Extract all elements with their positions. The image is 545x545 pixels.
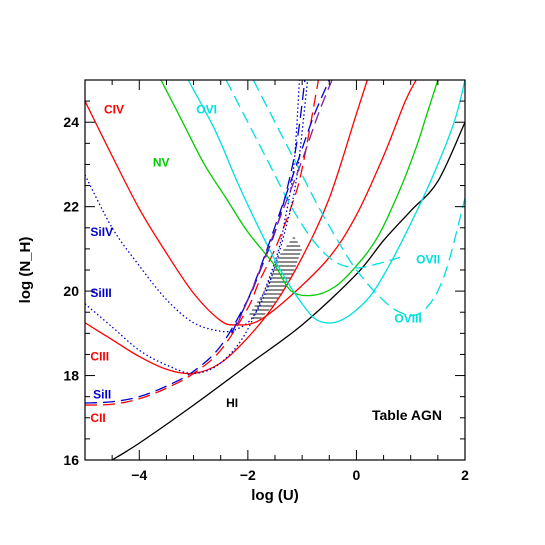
- series-label-siiv: SiIV: [90, 225, 113, 239]
- y-tick-label: 24: [63, 114, 79, 130]
- series-line-siiv: [85, 80, 309, 333]
- label-layer: CIV NV OVI SiIV SiIII CIII SiII CII HI OVII OVIII: [90, 103, 440, 425]
- series-label-siii: SiII: [93, 388, 111, 402]
- series-line-cii: [85, 80, 320, 406]
- series-line-oviii: [252, 80, 465, 317]
- series-label-oviii: OVIII: [394, 312, 421, 326]
- series-label-cii: CII: [90, 411, 105, 425]
- y-tick-label: 20: [63, 283, 79, 299]
- series-line-ovii: [225, 80, 401, 269]
- x-tick-label: −4: [131, 467, 147, 483]
- series-label-ovi: OVI: [196, 103, 217, 117]
- series-label-hi: HI: [226, 396, 238, 410]
- series-line-unlabeled-12: [236, 80, 333, 326]
- series-label-civ: CIV: [104, 103, 124, 117]
- series-label-nv: NV: [153, 155, 170, 169]
- table-annotation: Table AGN: [372, 407, 442, 423]
- x-tick-label: 0: [353, 467, 361, 483]
- series-line-civ: [85, 80, 417, 326]
- x-tick-label: 2: [461, 467, 469, 483]
- y-tick-label: 18: [63, 368, 79, 384]
- x-tick-label: −2: [240, 467, 256, 483]
- y-axis-title: log (N_H): [17, 237, 34, 304]
- series-line-ovi: [187, 80, 465, 324]
- series-label-ciii: CIII: [90, 350, 109, 364]
- y-tick-label: 16: [63, 452, 79, 468]
- series-line-hi: [111, 121, 465, 460]
- series-label-siiii: SiIII: [90, 286, 111, 300]
- series-line-siiii: [85, 80, 301, 375]
- series-line-ciii: [85, 80, 368, 375]
- y-tick-label: 22: [63, 199, 79, 215]
- axes-layer: −4 −2 0 2 16 18 20 22 24: [63, 79, 469, 483]
- x-axis-title: log (U): [251, 487, 298, 504]
- series-layer: [85, 80, 465, 460]
- series-line-siii: [85, 80, 306, 404]
- series-line-nv: [160, 80, 439, 297]
- series-label-ovii: OVII: [416, 252, 440, 266]
